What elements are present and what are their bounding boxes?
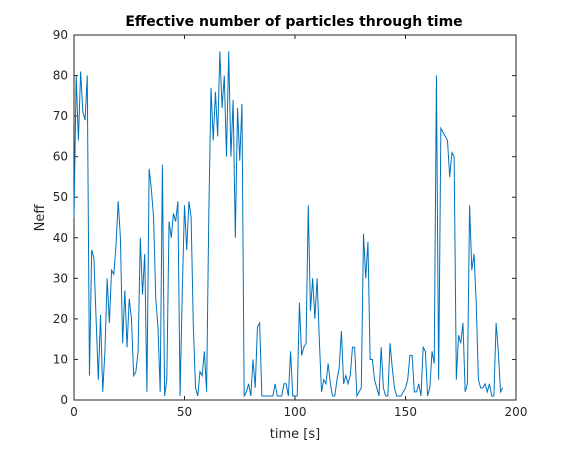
x-axis-label: time [s] (270, 427, 320, 442)
x-tick-label: 150 (394, 405, 417, 419)
y-tick-label: 90 (53, 28, 68, 42)
chart-title: Effective number of particles through ti… (125, 14, 462, 30)
y-tick-label: 40 (53, 231, 68, 245)
y-tick-label: 20 (53, 312, 68, 326)
y-tick-label: 10 (53, 352, 68, 366)
x-tick-label: 50 (177, 405, 192, 419)
axis-ticks: 0 50 100 150 200 0 10 20 30 40 50 60 70 80 90 (53, 28, 528, 419)
x-tick-label: 100 (284, 405, 307, 419)
plot-area (73, 34, 517, 401)
series-line (73, 51, 504, 398)
y-tick-label: 50 (53, 190, 68, 204)
y-axis-label: Neff (33, 204, 48, 232)
y-tick-label: 30 (53, 271, 68, 285)
x-tick-label: 0 (70, 405, 78, 419)
y-tick-label: 70 (53, 109, 68, 123)
x-tick-label: 200 (505, 405, 528, 419)
y-tick-label: 80 (53, 69, 68, 83)
y-tick-label: 60 (53, 150, 68, 164)
y-tick-label: 0 (60, 393, 68, 407)
